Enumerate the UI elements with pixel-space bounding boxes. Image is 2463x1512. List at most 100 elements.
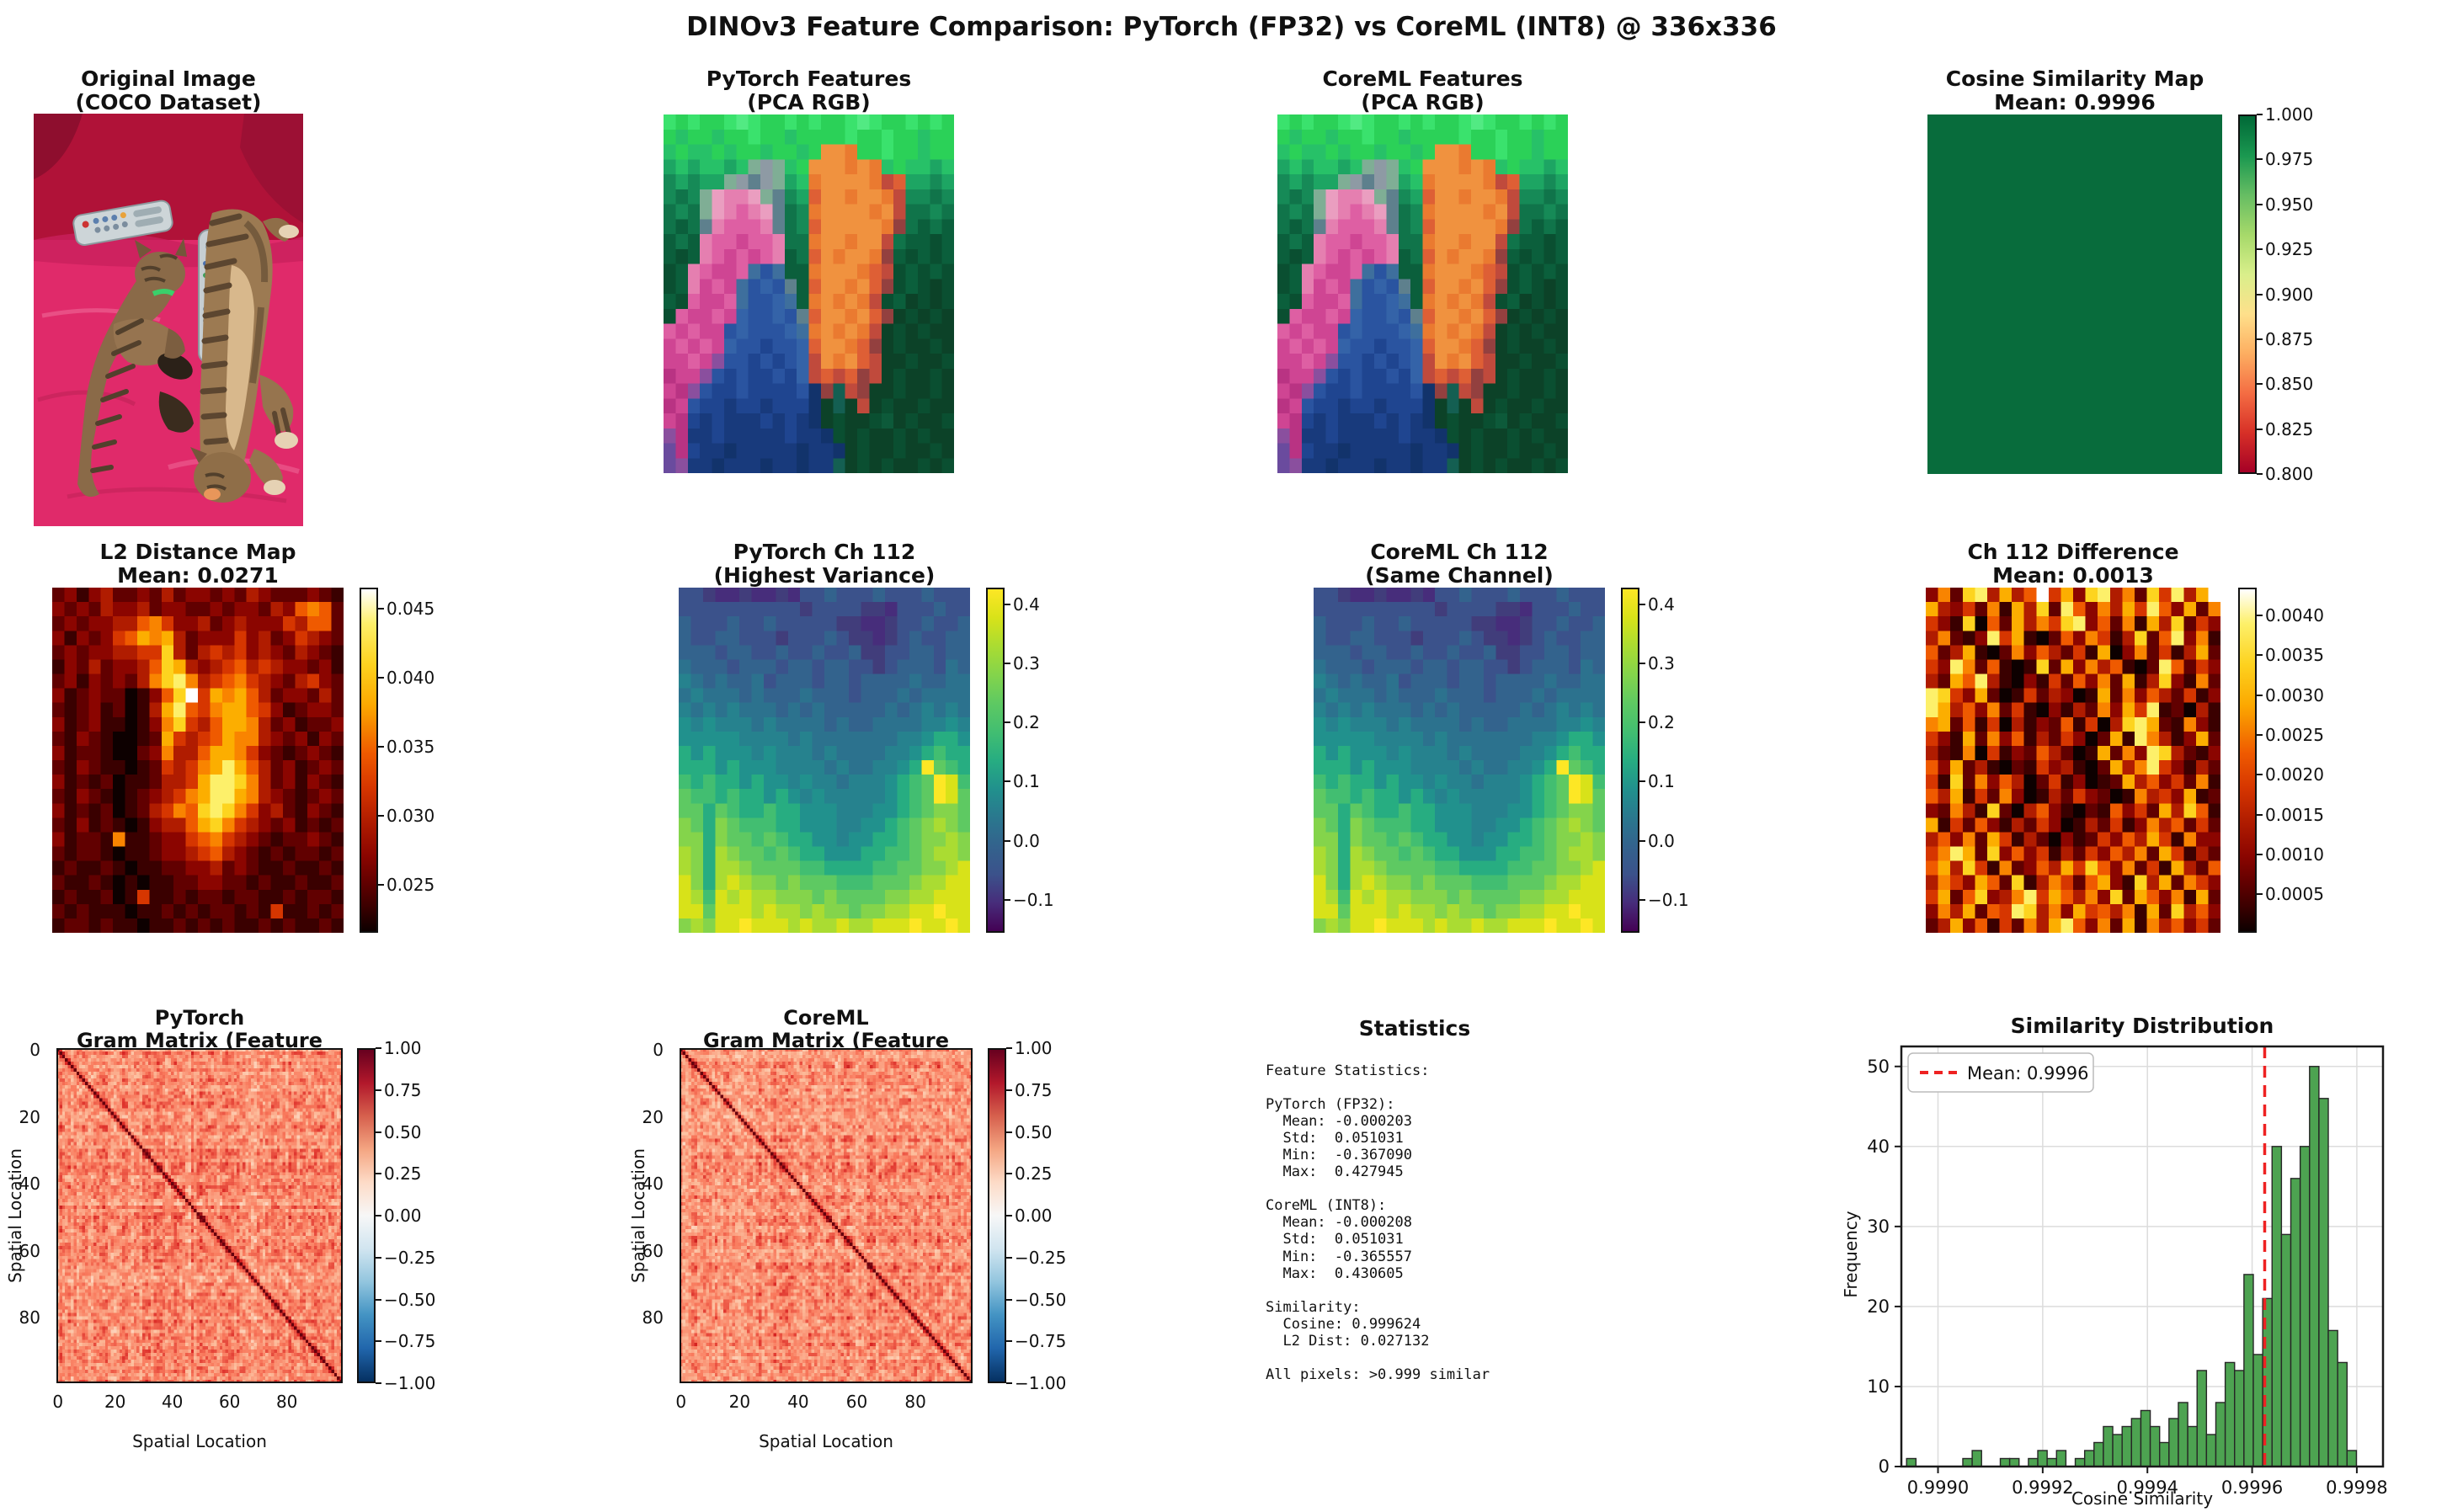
colorbar-tick-mark bbox=[378, 883, 384, 886]
svg-text:40: 40 bbox=[1867, 1137, 1890, 1157]
pytorch-pca-heatmap bbox=[664, 114, 954, 473]
colorbar-tick-mark bbox=[2257, 158, 2263, 161]
panel-title-statistics: Statistics bbox=[1358, 1016, 1471, 1041]
colorbar-tick-label: 0.50 bbox=[1015, 1121, 1053, 1142]
pt-ch112-colorbar bbox=[986, 588, 1005, 933]
cm-gram-colorbar bbox=[988, 1048, 1006, 1383]
colorbar-tick-mark bbox=[2257, 654, 2263, 657]
colorbar-tick-label: 1.00 bbox=[384, 1038, 422, 1058]
colorbar-tick-mark bbox=[2257, 338, 2263, 340]
colorbar-tick-label: 0.0 bbox=[1648, 830, 1675, 851]
panel-title-pt-ch112: PyTorch Ch 112 (Highest Variance) bbox=[713, 540, 936, 588]
cm-gram-frame bbox=[680, 1048, 973, 1383]
pytorch-ch112-heatmap bbox=[679, 588, 970, 933]
colorbar-tick-label: 0.035 bbox=[387, 736, 435, 757]
colorbar-tick-mark bbox=[378, 676, 384, 679]
cat-paw-dark bbox=[157, 353, 193, 380]
couch-cushion bbox=[240, 114, 303, 223]
cm-gram-yticks: 0 20 40 60 80 bbox=[623, 1040, 674, 1383]
colorbar-tick-label: 0.00 bbox=[384, 1206, 422, 1226]
panel-title-ch112-diff: Ch 112 Difference Mean: 0.0013 bbox=[1967, 540, 2179, 588]
panel-title-l2-map: L2 Distance Map Mean: 0.0271 bbox=[99, 540, 296, 588]
statistics-text: Feature Statistics: PyTorch (FP32): Mean… bbox=[1266, 1062, 1490, 1383]
colorbar-tick-mark bbox=[1006, 1047, 1012, 1049]
axis-tick-label: 80 bbox=[904, 1392, 926, 1412]
colorbar-tick-mark bbox=[1006, 1215, 1012, 1217]
colorbar-tick-label: 0.50 bbox=[384, 1121, 422, 1142]
colorbar-tick-mark bbox=[376, 1131, 381, 1133]
colorbar-tick-label: −0.50 bbox=[384, 1289, 436, 1310]
colorbar-tick-label: 0.25 bbox=[1015, 1163, 1053, 1185]
cm-gram-ylabel: Spatial Location bbox=[628, 1148, 648, 1283]
svg-text:0.9990: 0.9990 bbox=[1907, 1477, 1969, 1498]
axis-tick-label: 60 bbox=[218, 1392, 241, 1412]
colorbar-tick-label: 0.025 bbox=[387, 874, 435, 895]
colorbar-tick-label: −0.25 bbox=[384, 1247, 436, 1268]
colorbar-tick-label: 0.0035 bbox=[2265, 645, 2324, 666]
pt-gram-xticks: 0 20 40 60 80 bbox=[52, 1383, 343, 1412]
colorbar-tick-label: 0.0010 bbox=[2265, 844, 2324, 865]
svg-text:0.9996: 0.9996 bbox=[2221, 1477, 2283, 1498]
colorbar-tick-mark bbox=[2257, 614, 2263, 616]
colorbar-tick-mark bbox=[376, 1089, 381, 1091]
colorbar-tick-mark bbox=[2257, 694, 2263, 696]
colorbar-tick-mark bbox=[1005, 780, 1010, 783]
axis-tick-label: 60 bbox=[845, 1392, 868, 1412]
colorbar-tick-label: 0.0 bbox=[1013, 830, 1040, 851]
colorbar-tick-label: −0.25 bbox=[1015, 1247, 1067, 1268]
svg-text:0: 0 bbox=[1879, 1456, 1890, 1477]
cat-collar bbox=[152, 289, 175, 296]
pt-gram-colorbar bbox=[357, 1048, 376, 1383]
colorbar-tick-label: −0.75 bbox=[384, 1331, 436, 1352]
colorbar-tick-mark bbox=[378, 607, 384, 610]
cm-gram-colorbar-ticks: 1.00 0.75 0.50 0.25 0.00 −0.25 −0.50 −0.75 −1.00 bbox=[1006, 1038, 1074, 1393]
axis-tick-label: 0 bbox=[52, 1392, 64, 1412]
svg-text:10: 10 bbox=[1867, 1376, 1890, 1397]
colorbar-tick-mark bbox=[1639, 899, 1645, 902]
cat-left bbox=[77, 238, 194, 498]
cm-ch112-colorbar bbox=[1621, 588, 1639, 933]
colorbar-tick-label: 0.0005 bbox=[2265, 884, 2324, 905]
svg-text:50: 50 bbox=[1867, 1057, 1890, 1077]
svg-text:0.9998: 0.9998 bbox=[2326, 1477, 2387, 1498]
colorbar-tick-mark bbox=[1005, 899, 1010, 902]
colorbar-tick-mark bbox=[1006, 1382, 1012, 1384]
colorbar-tick-label: −1.00 bbox=[384, 1373, 436, 1393]
cat-nose bbox=[204, 488, 221, 500]
colorbar-tick-mark bbox=[1005, 839, 1010, 842]
axis-tick-label: 80 bbox=[642, 1307, 664, 1328]
colorbar-tick-mark bbox=[2257, 428, 2263, 430]
colorbar-tick-mark bbox=[2257, 293, 2263, 295]
colorbar-tick-label: 0.3 bbox=[1648, 652, 1675, 673]
colorbar-tick-mark bbox=[2257, 734, 2263, 737]
axis-tick-label: 40 bbox=[787, 1392, 809, 1412]
panel-title-coreml-pca: CoreML Features (PCA RGB) bbox=[1322, 67, 1523, 114]
colorbar-tick-mark bbox=[2257, 203, 2263, 205]
axis-tick-label: 80 bbox=[19, 1307, 40, 1328]
hist-ylabel: Frequency bbox=[1841, 1211, 1861, 1298]
colorbar-tick-label: 0.900 bbox=[2265, 284, 2314, 305]
pt-gram-xlabel: Spatial Location bbox=[132, 1431, 267, 1451]
colorbar-tick-mark bbox=[376, 1047, 381, 1049]
colorbar-tick-label: 0.0025 bbox=[2265, 725, 2324, 746]
colorbar-tick-label: 0.0030 bbox=[2265, 684, 2324, 705]
colorbar-tick-label: 0.2 bbox=[1013, 712, 1040, 733]
colorbar-tick-label: 0.040 bbox=[387, 667, 435, 688]
colorbar-tick-label: 0.045 bbox=[387, 598, 435, 619]
pt-gram-colorbar-ticks: 1.00 0.75 0.50 0.25 0.00 −0.25 −0.50 −0.75 −1.00 bbox=[376, 1038, 443, 1393]
colorbar-tick-mark bbox=[1639, 839, 1645, 842]
colorbar-tick-label: −0.75 bbox=[1015, 1331, 1067, 1352]
colorbar-tick-label: 0.00 bbox=[1015, 1206, 1053, 1226]
cat-tail bbox=[158, 391, 194, 433]
cosine-similarity-heatmap bbox=[1927, 114, 2222, 474]
colorbar-tick-mark bbox=[1006, 1298, 1012, 1301]
colorbar-tick-label: 0.25 bbox=[384, 1163, 422, 1185]
colorbar-tick-mark bbox=[1639, 721, 1645, 724]
pt-gram-frame bbox=[56, 1048, 343, 1383]
colorbar-tick-label: −0.1 bbox=[1013, 890, 1054, 911]
colorbar-tick-mark bbox=[1005, 662, 1010, 664]
colorbar-tick-label: 0.3 bbox=[1013, 652, 1040, 673]
colorbar-tick-label: 0.1 bbox=[1013, 771, 1040, 792]
cm-ch112-colorbar-ticks: 0.4 0.3 0.2 0.1 0.0 −0.1 bbox=[1639, 588, 1698, 933]
